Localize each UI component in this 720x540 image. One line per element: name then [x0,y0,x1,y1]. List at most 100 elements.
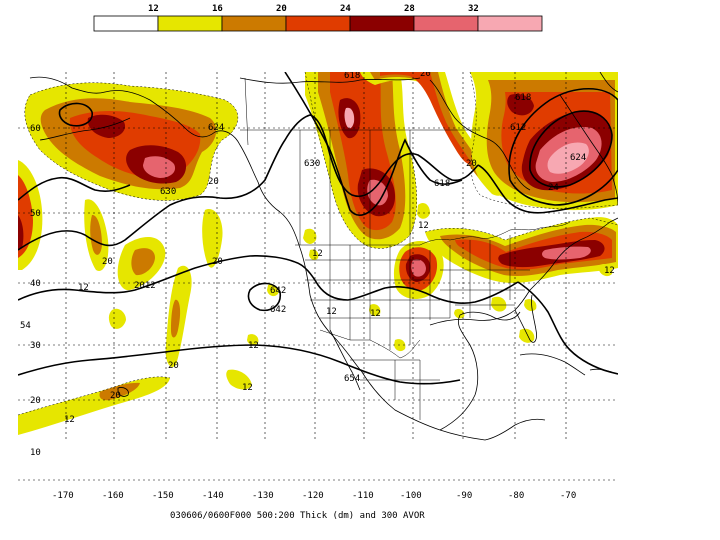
contour-south [517,281,618,375]
contour-654 [18,344,461,385]
avor-streak-6-orange [99,382,140,401]
lat-label-40: 40 [30,279,41,289]
avor-streak-1-orange [90,214,102,255]
lon-label-m160: -160 [102,491,124,501]
lon-label-m140: -140 [202,491,224,501]
contour-618-west [18,176,131,201]
coast-labrador [559,94,618,206]
contour-small-loop [247,282,282,312]
map-panel: 618 624 630 630 618 612 618 624 642 642 … [18,69,618,442]
border-provinces [240,129,480,245]
avor-label-11: 20 [208,177,219,187]
border-alaska-canada [244,77,249,146]
contour-label-618-ne: 618 [515,93,531,103]
lat-label-50: 50 [30,209,41,219]
colorbar-swatch-16-20 [221,15,287,32]
coast-aleutians [39,117,131,141]
avor-blob-alaska-pink [143,156,176,178]
latitude-labels: 60 50 40 30 20 10 54 [20,124,41,458]
avor-patch-4 [369,304,381,317]
contour-label-618-east: 618 [434,179,450,189]
colorbar-label-16: 16 [212,4,223,14]
contour-630 [18,114,479,251]
contour-642-b [294,261,519,304]
border-us-mexico [319,329,421,359]
colorbar-swatch-lt12 [93,15,159,32]
avor-patch-6 [491,296,507,312]
avor-patch-1 [417,202,430,219]
avor-arc-hudson-red [380,72,472,165]
colorbar-label-32: 32 [468,4,479,14]
contour-label-642-b: 642 [270,305,286,315]
avor-streak-7 [226,369,252,390]
avor-patch-9 [454,308,465,319]
avor-label-15: 12 [370,309,381,319]
colorbar-swatch-20-24 [285,15,351,32]
border-states-1 [305,259,450,319]
avor-label-2: 12 [248,341,259,351]
avor-label-4: 12 [64,415,75,425]
contour-label-654: 654 [344,374,360,384]
coast-mexico-east [439,311,521,431]
avor-label-8: 20 [212,257,223,267]
border-states-3 [440,269,530,306]
colorbar-swatch-24-28 [349,15,415,32]
colorbar-swatch-12-16 [157,15,223,32]
border-us-canada [295,221,571,246]
coast-arctic [239,77,421,84]
avor-label-10: 20 [110,391,121,401]
colorbar: 12 16 20 24 28 32 [93,4,543,32]
avor-label-13: 2012 [134,281,156,291]
coast-baja [329,329,361,391]
contour-small-loop-2 [58,102,93,127]
edge-label-54: 54 [20,321,31,331]
coast-east [529,217,618,291]
contour-label-642-a: 642 [270,286,286,296]
avor-streak-3 [202,209,223,268]
avor-labels: 12 12 12 12 12 12 20 20 20 20 20 20 2012… [64,69,615,425]
avor-blob-pacific-west-darkred [18,215,24,250]
thickness-contours [18,72,618,385]
avor-blob-canada-lightpink [344,107,355,129]
contour-label-624: 624 [208,123,224,133]
coast-hawaii [117,387,129,397]
figure-caption: 030606/0600F000 500:200 Thick (dm) and 3… [170,511,425,521]
lon-label-m130: -130 [252,491,274,501]
avor-label-6: 12 [418,221,429,231]
lon-label-m100: -100 [400,491,422,501]
contour-label-618-north: 618 [344,71,360,81]
avor-blob-northeast-darkred-2 [507,94,534,116]
coastlines [29,72,618,441]
contour-labels: 618 624 630 630 618 612 618 624 642 642 … [160,71,586,384]
avor-label-12: 20 [420,69,431,79]
avor-label-17: 20 [466,159,477,169]
avor-label-9: 20 [168,361,179,371]
lon-label-m170: -170 [52,491,74,501]
contour-ne-loop-inner [529,110,613,188]
avor-patch-7 [519,328,535,343]
lat-label-10: 10 [30,448,41,458]
colorbar-swatch-28-32 [413,15,479,32]
colorbar-label-20: 20 [276,4,287,14]
contour-label-624-ne: 624 [570,153,586,163]
contour-642 [18,255,296,301]
lat-label-60: 60 [30,124,41,134]
avor-outlines [18,72,618,416]
avor-shading [18,72,618,435]
avor-blob-alaska-darkred-2 [87,114,126,138]
colorbar-swatch-gt32 [477,15,543,32]
lat-label-30: 30 [30,341,41,351]
avor-label-3: 12 [242,383,253,393]
avor-label-18: 24 [548,183,559,193]
avor-patch-2 [303,228,317,244]
avor-patch-10 [599,264,613,277]
contour-label-630-b: 630 [160,187,176,197]
avor-streak-4-orange [171,299,181,338]
coast-gulf [429,289,531,326]
coast-central-america [439,418,546,441]
colorbar-label-28: 28 [404,4,415,14]
avor-label-5: 12 [312,249,323,259]
coast-bc-west [279,211,441,431]
coast-alaska [29,76,281,213]
